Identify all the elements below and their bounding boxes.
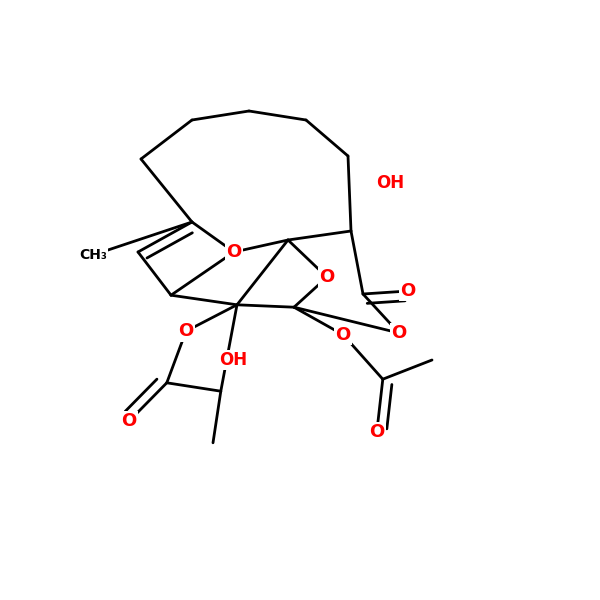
Text: OH: OH — [219, 351, 247, 369]
Text: O: O — [391, 324, 407, 342]
Text: O: O — [335, 326, 351, 344]
Text: O: O — [226, 243, 242, 261]
Text: O: O — [400, 282, 416, 300]
Text: O: O — [319, 268, 335, 286]
Text: O: O — [369, 423, 385, 441]
Text: O: O — [121, 412, 137, 430]
Text: OH: OH — [376, 174, 404, 192]
Text: CH₃: CH₃ — [79, 248, 107, 262]
Text: O: O — [178, 322, 194, 340]
